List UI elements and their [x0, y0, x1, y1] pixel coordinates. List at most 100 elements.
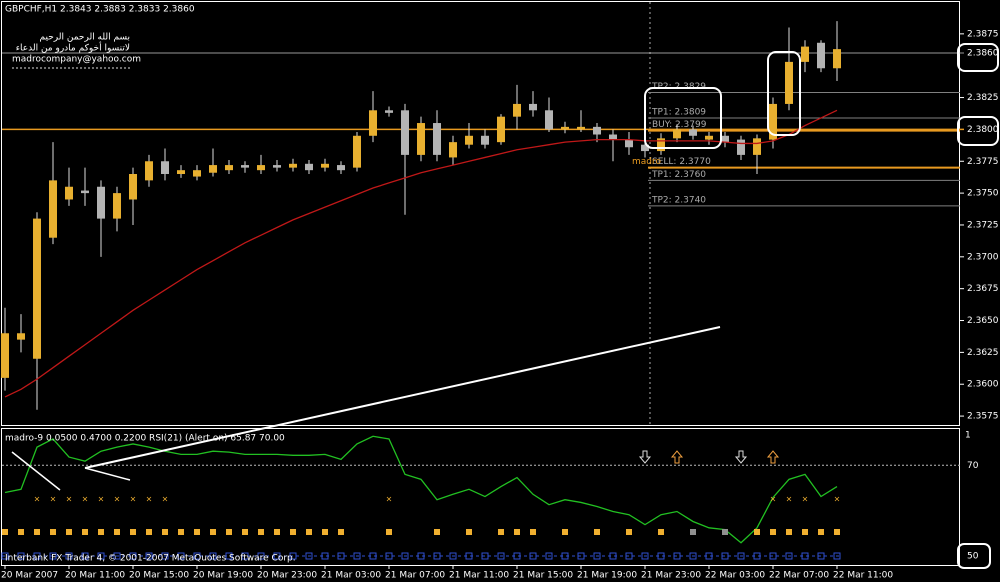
note: بسم الله الرحمن الرحيم [40, 33, 130, 43]
candle-body [817, 42, 825, 69]
blue-square [609, 552, 617, 560]
blue-square [497, 552, 505, 560]
blue-square [673, 552, 681, 560]
candle-body [273, 165, 281, 168]
blue-square [513, 552, 521, 560]
candle-body [625, 139, 633, 148]
drawn-line [11, 451, 61, 491]
x-signal: × [162, 495, 169, 504]
blue-square [401, 552, 409, 560]
blue-square [593, 552, 601, 560]
y-tick-label: 2.3750 [967, 189, 999, 199]
signal-square [98, 529, 104, 535]
candle-body [225, 165, 233, 171]
candle-body [305, 163, 313, 171]
signal-square [770, 529, 776, 535]
up-arrow [766, 450, 780, 464]
blue-square [721, 552, 729, 560]
y-tick-label: 2.3575 [967, 412, 999, 422]
signal-square [690, 529, 696, 535]
signal-square [226, 529, 232, 535]
blue-square [641, 552, 649, 560]
x-tick-label: 21 Mar 15:00 [513, 571, 573, 581]
candle-body [529, 103, 537, 111]
blue-square [481, 552, 489, 560]
level-label: TP1: 2.3809 [651, 107, 706, 117]
candle-body [737, 139, 745, 155]
x-tick-label: 20 Mar 2007 [1, 571, 58, 581]
trend-line [84, 326, 721, 469]
blue-square [529, 552, 537, 560]
candle-body [417, 123, 425, 155]
candle-body [641, 144, 649, 152]
blue-square [385, 552, 393, 560]
down-arrow [638, 450, 652, 464]
signal-square [658, 529, 664, 535]
highlight-box [767, 51, 801, 136]
x-tick-label: 22 Mar 11:00 [833, 571, 893, 581]
signal-square [66, 529, 72, 535]
x-signal: × [114, 495, 121, 504]
signal-square [18, 529, 24, 535]
blue-square [705, 552, 713, 560]
candle-body [753, 138, 761, 155]
signal-square [146, 529, 152, 535]
candle-body [465, 135, 473, 145]
x-signal: × [130, 495, 137, 504]
signal-square [50, 529, 56, 535]
blue-square [833, 552, 841, 560]
signal-square [722, 529, 728, 535]
blue-square [49, 552, 57, 560]
y-tick-label: 2.3725 [967, 220, 999, 230]
candle-body [513, 103, 521, 117]
candle-body [65, 186, 73, 200]
x-signal: × [802, 495, 809, 504]
candle-body [833, 49, 841, 69]
candle-body [241, 165, 249, 168]
blue-square [689, 552, 697, 560]
x-signal: × [82, 495, 89, 504]
candle-body [545, 110, 553, 130]
drawn-line [84, 467, 131, 481]
candle-body [785, 61, 793, 104]
candle-body [673, 129, 681, 139]
signal-square [162, 529, 168, 535]
candle-body [193, 170, 201, 177]
y-tick-label: 2.3600 [967, 380, 999, 390]
candle-body [1, 333, 9, 378]
signal-square [754, 529, 760, 535]
note: madrocompany@yahoo.com [12, 55, 141, 65]
signal-square [194, 529, 200, 535]
footer: Interbank FX Trader 4, © 2001-2007 MetaQ… [5, 554, 296, 564]
candle-body [593, 126, 601, 135]
candle-body [609, 134, 617, 140]
blue-square [177, 552, 185, 560]
candle-body [257, 165, 265, 171]
indicator-tick-label: 50 [967, 551, 979, 561]
blue-square [465, 552, 473, 560]
candle-body [433, 123, 441, 155]
candle-body [561, 126, 569, 130]
blue-square [289, 552, 297, 560]
blue-square [241, 552, 249, 560]
blue-square [81, 552, 89, 560]
chart-title: GBPCHF,H1 2.3843 2.3883 2.3833 2.3860 [5, 5, 195, 15]
x-signal: × [786, 495, 793, 504]
indicator-top-label: 1 [965, 431, 971, 441]
candle-body [353, 135, 361, 168]
highlight-box [644, 87, 722, 149]
y-tick-label: 2.3875 [967, 29, 999, 39]
blue-square [129, 552, 137, 560]
highlight-box [957, 543, 991, 569]
blue-square [753, 552, 761, 560]
blue-square [433, 552, 441, 560]
x-tick-label: 21 Mar 07:00 [385, 571, 445, 581]
candle-body [577, 126, 585, 130]
x-signal: × [34, 495, 41, 504]
y-tick-label: 2.3625 [967, 348, 999, 358]
blue-square [737, 552, 745, 560]
signal-square [466, 529, 472, 535]
y-tick-label: 2.3700 [967, 252, 999, 262]
signal-square [498, 529, 504, 535]
